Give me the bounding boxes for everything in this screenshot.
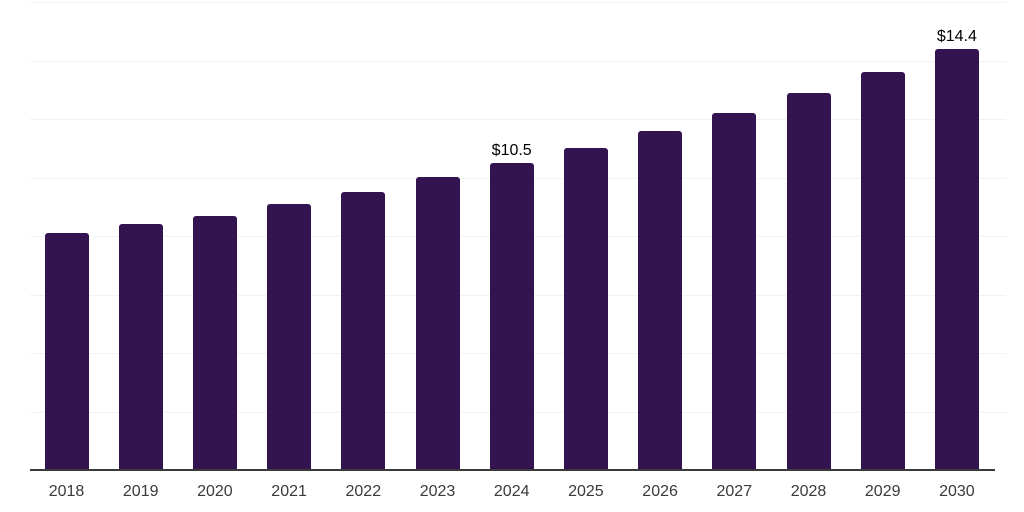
gridline-y-16 bbox=[30, 2, 1006, 3]
gridline-y-12 bbox=[30, 119, 1006, 120]
x-tick-2026: 2026 bbox=[642, 483, 678, 500]
bar-2026 bbox=[638, 131, 682, 470]
x-tick-2018: 2018 bbox=[48, 483, 85, 500]
bar-2023 bbox=[416, 177, 460, 470]
data-label-2030: $14.4 bbox=[936, 28, 977, 45]
bar-2028 bbox=[787, 93, 831, 470]
bar-2022 bbox=[341, 192, 385, 470]
bar-2019 bbox=[119, 224, 163, 470]
x-tick-2020: 2020 bbox=[197, 483, 233, 500]
x-axis-line bbox=[30, 469, 995, 471]
bar-2029 bbox=[861, 72, 905, 470]
x-tick-2022: 2022 bbox=[345, 483, 382, 500]
x-tick-2025: 2025 bbox=[568, 483, 604, 500]
bar-2021 bbox=[267, 204, 311, 470]
gridline-y-14 bbox=[30, 61, 1006, 62]
bar-2027 bbox=[712, 113, 756, 470]
x-tick-2021: 2021 bbox=[271, 483, 307, 500]
x-tick-2029: 2029 bbox=[864, 483, 901, 500]
x-tick-2028: 2028 bbox=[790, 483, 827, 500]
x-tick-2030: 2030 bbox=[939, 483, 975, 500]
data-label-2024: $10.5 bbox=[491, 142, 532, 159]
x-tick-2024: 2024 bbox=[493, 483, 530, 500]
x-tick-2019: 2019 bbox=[122, 483, 159, 500]
x-tick-2023: 2023 bbox=[419, 483, 456, 500]
x-tick-2027: 2027 bbox=[716, 483, 753, 500]
bar-2018 bbox=[45, 233, 89, 470]
bar-2024 bbox=[490, 163, 534, 470]
bar-2025 bbox=[564, 148, 608, 470]
bar-2020 bbox=[193, 216, 237, 470]
bar-2030 bbox=[935, 49, 979, 470]
